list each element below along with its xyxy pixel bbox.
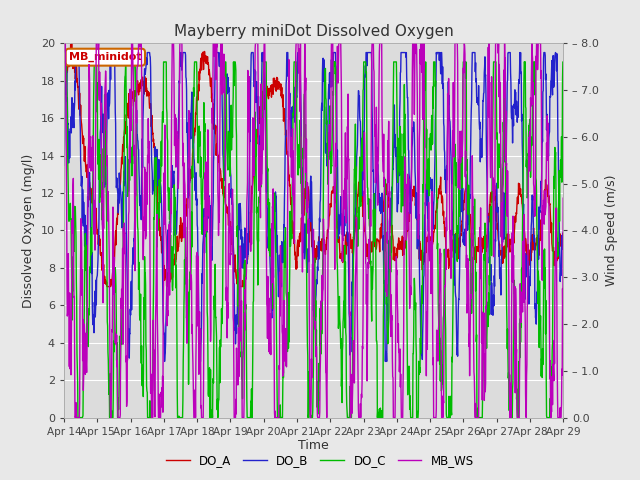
MB_WS bbox=[120, 225, 127, 231]
Legend: DO_A, DO_B, DO_C, MB_WS: DO_A, DO_B, DO_C, MB_WS bbox=[161, 449, 479, 472]
DO_B bbox=[99, 118, 107, 123]
Line: MB_WS: MB_WS bbox=[64, 43, 563, 418]
DO_C bbox=[60, 59, 68, 65]
Y-axis label: Wind Speed (m/s): Wind Speed (m/s) bbox=[605, 175, 618, 286]
MB_WS bbox=[283, 364, 291, 370]
DO_B bbox=[292, 89, 300, 95]
DO_B bbox=[283, 50, 291, 56]
MB_WS bbox=[60, 40, 68, 46]
DO_A bbox=[60, 88, 68, 94]
DO_A bbox=[120, 134, 127, 140]
DO_A bbox=[68, 40, 76, 46]
MB_WS bbox=[99, 300, 107, 306]
DO_C bbox=[272, 298, 280, 303]
DO_C bbox=[74, 415, 82, 420]
Title: Mayberry miniDot Dissolved Oxygen: Mayberry miniDot Dissolved Oxygen bbox=[173, 24, 454, 39]
DO_A bbox=[273, 82, 280, 87]
DO_B bbox=[273, 211, 280, 217]
Text: MB_minidot: MB_minidot bbox=[69, 52, 141, 62]
DO_C bbox=[120, 237, 127, 242]
DO_B bbox=[120, 196, 127, 202]
DO_B bbox=[60, 163, 68, 168]
DO_C bbox=[283, 293, 291, 299]
MB_WS bbox=[72, 415, 79, 420]
DO_B bbox=[559, 230, 567, 236]
DO_A bbox=[283, 150, 291, 156]
Line: DO_C: DO_C bbox=[64, 62, 563, 418]
DO_A bbox=[99, 270, 107, 276]
Y-axis label: Dissolved Oxygen (mg/l): Dissolved Oxygen (mg/l) bbox=[22, 153, 35, 308]
DO_C bbox=[99, 168, 107, 174]
DO_A bbox=[345, 240, 353, 246]
DO_B bbox=[161, 359, 168, 364]
DO_A bbox=[559, 244, 567, 250]
DO_A bbox=[103, 284, 111, 289]
MB_WS bbox=[344, 157, 352, 163]
DO_C bbox=[344, 415, 352, 420]
MB_WS bbox=[292, 96, 300, 102]
MB_WS bbox=[559, 195, 567, 201]
DO_C bbox=[292, 59, 300, 65]
Line: DO_A: DO_A bbox=[64, 43, 563, 287]
X-axis label: Time: Time bbox=[298, 439, 329, 453]
DO_B bbox=[345, 275, 353, 281]
DO_C bbox=[559, 59, 567, 65]
MB_WS bbox=[272, 415, 280, 420]
DO_B bbox=[72, 50, 79, 56]
DO_A bbox=[292, 253, 300, 259]
Line: DO_B: DO_B bbox=[64, 53, 563, 361]
